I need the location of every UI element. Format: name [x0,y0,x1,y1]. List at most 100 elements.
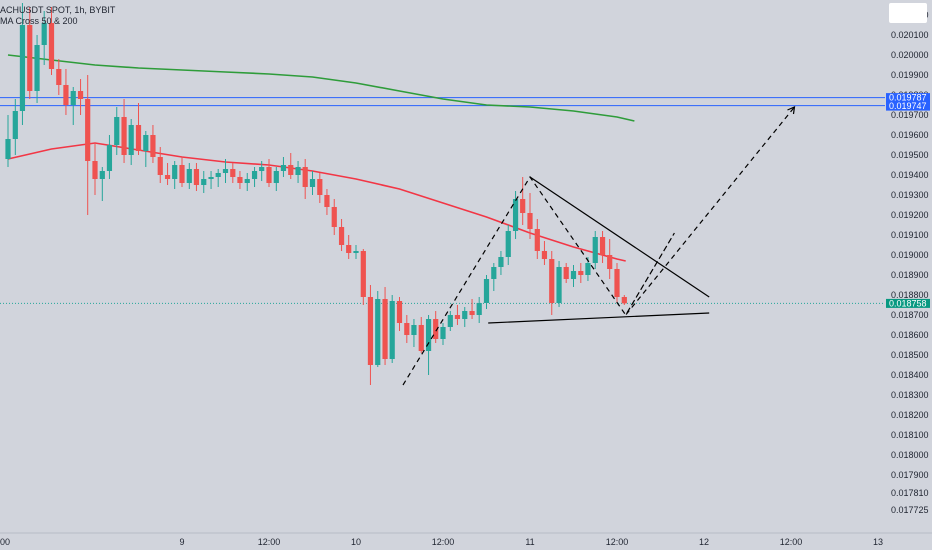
candle[interactable] [607,239,613,279]
candle[interactable] [77,79,84,115]
candle[interactable] [19,3,26,125]
price-label[interactable]: 0.018758 [886,298,930,308]
candle[interactable] [128,119,134,165]
candle[interactable] [114,107,120,155]
candle[interactable] [578,263,584,283]
candle[interactable] [469,299,475,319]
symbol-title[interactable]: ACHUSDT SPOT, 1h, BYBIT [0,5,116,15]
candle[interactable] [201,171,207,193]
candle[interactable] [230,163,236,183]
candle[interactable] [302,159,308,199]
candle[interactable] [324,189,330,215]
candle[interactable] [27,7,33,99]
candle[interactable] [440,323,446,345]
candle[interactable] [411,319,417,347]
candle[interactable] [99,167,105,201]
candle[interactable] [34,35,40,103]
price-label[interactable]: 0.019787 [886,93,930,103]
candle[interactable] [273,167,279,191]
candle[interactable] [215,169,221,187]
candle[interactable] [454,305,461,325]
candle[interactable] [143,131,149,167]
candle[interactable] [70,87,76,125]
candle[interactable] [85,75,91,215]
candle[interactable] [164,163,171,185]
candle[interactable] [157,147,163,183]
candle[interactable] [621,295,627,305]
candle[interactable] [592,231,598,269]
candle[interactable] [382,287,388,365]
candle[interactable] [251,167,258,187]
candle[interactable] [520,177,526,225]
ma-200-line[interactable] [7,54,635,122]
projection-path[interactable] [402,106,795,386]
candle[interactable] [556,261,562,307]
candle[interactable] [121,99,127,163]
indicator-label[interactable]: MA Cross 50 & 200 [0,16,78,26]
candle[interactable] [346,235,352,259]
candle[interactable] [498,251,504,275]
candle[interactable] [599,231,606,263]
candle[interactable] [317,173,323,203]
candle[interactable] [309,171,316,195]
candle[interactable] [404,315,410,343]
candle[interactable] [512,191,519,239]
candle[interactable] [5,115,11,167]
candle[interactable] [418,317,424,353]
candle[interactable] [476,297,482,323]
candle[interactable] [244,173,250,191]
candle[interactable] [172,161,178,189]
candle[interactable] [396,297,403,331]
candle[interactable] [527,193,533,239]
candle[interactable] [491,263,497,291]
candle[interactable] [375,291,381,367]
candle[interactable] [433,311,439,343]
candle[interactable] [48,7,55,75]
candle[interactable] [92,143,98,195]
candle[interactable] [237,171,243,189]
candle[interactable] [288,153,294,179]
candle[interactable] [208,171,214,189]
candle[interactable] [534,219,540,259]
candle[interactable] [462,307,468,327]
candle[interactable] [549,251,555,315]
candle[interactable] [338,219,345,251]
candle[interactable] [150,125,156,163]
candle[interactable] [222,159,229,183]
candle[interactable] [295,161,301,183]
candle[interactable] [353,245,359,259]
triangle-lower-line[interactable] [488,312,710,324]
price-axis[interactable] [885,0,932,550]
candle[interactable] [367,285,374,385]
candle[interactable] [280,157,287,177]
candle[interactable] [12,99,18,155]
price-label[interactable]: 0.019747 [886,101,930,111]
candle[interactable] [193,163,200,191]
candle-body [114,117,120,145]
candle[interactable] [135,103,142,155]
candle[interactable] [360,249,366,305]
candle[interactable] [259,161,265,181]
candle[interactable] [56,59,62,95]
candle[interactable] [331,199,337,235]
candle[interactable] [41,11,47,65]
candle[interactable] [63,69,69,115]
candle[interactable] [389,295,395,363]
candle[interactable] [186,163,192,189]
candle[interactable] [106,135,113,179]
triangle-upper-line[interactable] [529,176,710,298]
candle[interactable] [179,157,185,187]
candle[interactable] [447,311,453,331]
candle[interactable] [541,241,548,265]
candle[interactable] [483,275,490,309]
candle[interactable] [563,263,569,283]
candle[interactable] [614,263,620,303]
ma-50-line[interactable] [7,142,626,262]
candle[interactable] [570,265,577,287]
candle[interactable] [425,315,432,375]
candle-body [367,297,374,365]
y-tick-label: 0.019000 [891,250,929,260]
candle[interactable] [266,159,272,187]
price-scale-button[interactable] [889,3,927,23]
candle[interactable] [505,225,511,265]
